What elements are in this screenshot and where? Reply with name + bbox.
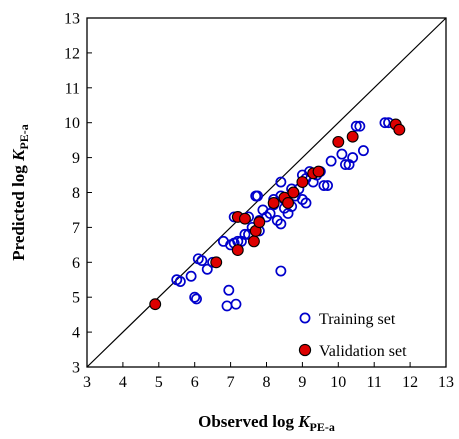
y-tick-label: 11 <box>65 80 80 97</box>
validation-point <box>267 197 280 209</box>
y-axis-title-variable: K <box>9 148 28 162</box>
training-point <box>336 148 348 160</box>
y-tick-label: 6 <box>72 255 80 272</box>
x-tick-label: 13 <box>438 374 454 391</box>
validation-point <box>247 235 260 248</box>
validation-point <box>210 256 223 269</box>
x-axis-title-variable: K <box>297 412 311 431</box>
training-point <box>230 298 242 310</box>
y-tick-label: 10 <box>64 115 80 132</box>
training-point <box>275 265 287 277</box>
y-tick-label: 12 <box>64 45 80 62</box>
y-tick-label: 4 <box>72 325 80 342</box>
legend-training-marker <box>299 312 311 324</box>
validation-point <box>393 123 406 136</box>
legend-validation-marker <box>298 343 312 357</box>
training-point <box>189 291 201 303</box>
y-tick-label: 9 <box>72 150 80 167</box>
validation-point <box>312 165 325 178</box>
y-tick-label: 3 <box>72 360 80 377</box>
training-point <box>379 117 391 129</box>
x-tick-label: 6 <box>191 374 199 391</box>
training-point <box>223 284 235 296</box>
y-axis-title-subscript: PE-a <box>17 124 31 149</box>
validation-point <box>231 244 244 257</box>
training-point <box>347 152 359 164</box>
training-point <box>271 214 283 226</box>
validation-point <box>296 176 309 188</box>
validation-point <box>287 186 300 199</box>
y-tick-label: 8 <box>72 185 80 202</box>
training-point <box>357 145 369 157</box>
validation-point <box>149 298 162 311</box>
training-point <box>196 255 208 267</box>
series-validation <box>149 118 406 311</box>
training-point <box>185 270 197 282</box>
training-point <box>300 197 312 209</box>
legend-validation-label: Validation set <box>319 343 407 360</box>
training-point <box>221 300 233 312</box>
x-tick-label: 11 <box>366 374 381 391</box>
identity-line-layer <box>86 17 447 368</box>
x-axis-title-prefix: Observed log <box>198 412 298 431</box>
y-axis-title: Predicted log KPE-a <box>9 124 31 260</box>
y-tick-label: 7 <box>72 220 80 237</box>
x-tick-label: 12 <box>402 374 418 391</box>
y-axis-title-prefix: Predicted log <box>9 161 28 261</box>
x-tick-label: 5 <box>155 374 163 391</box>
training-point <box>350 120 362 132</box>
validation-point <box>239 212 251 225</box>
x-axis-title: Observed log KPE-a <box>198 412 335 434</box>
training-point <box>174 276 186 287</box>
training-point <box>264 207 276 219</box>
validation-point <box>282 197 294 209</box>
x-tick-label: 9 <box>298 374 306 391</box>
x-tick-label: 4 <box>119 374 127 391</box>
series-training <box>171 117 395 312</box>
x-tick-label: 10 <box>330 374 346 391</box>
validation-point <box>346 130 359 143</box>
validation-point <box>253 216 266 229</box>
training-point <box>296 194 308 205</box>
training-point <box>325 155 337 167</box>
training-point <box>191 293 202 305</box>
training-point <box>239 228 251 240</box>
x-tick-label: 7 <box>227 374 235 391</box>
x-tick-label: 8 <box>263 374 271 391</box>
training-point <box>322 180 333 191</box>
training-point <box>354 120 366 132</box>
legend-training-label: Training set <box>319 311 396 328</box>
legend: Training set Validation set <box>298 311 407 360</box>
training-point <box>252 190 263 202</box>
training-point <box>340 159 351 171</box>
training-point <box>275 218 287 230</box>
x-axis-title-subscript: PE-a <box>310 420 335 434</box>
training-point <box>318 180 330 191</box>
y-tick-label: 5 <box>72 290 80 307</box>
points-layer <box>149 117 406 312</box>
ticks-layer: 3 4 5 6 7 8 9 10 11 12 13 3 4 5 6 7 8 9 10 11 12 13 <box>64 11 454 392</box>
identity-line <box>86 17 447 368</box>
validation-point <box>332 135 345 148</box>
x-tick-label: 3 <box>83 374 91 391</box>
training-point <box>201 263 213 275</box>
training-point <box>275 176 287 188</box>
y-tick-label: 13 <box>64 11 80 28</box>
